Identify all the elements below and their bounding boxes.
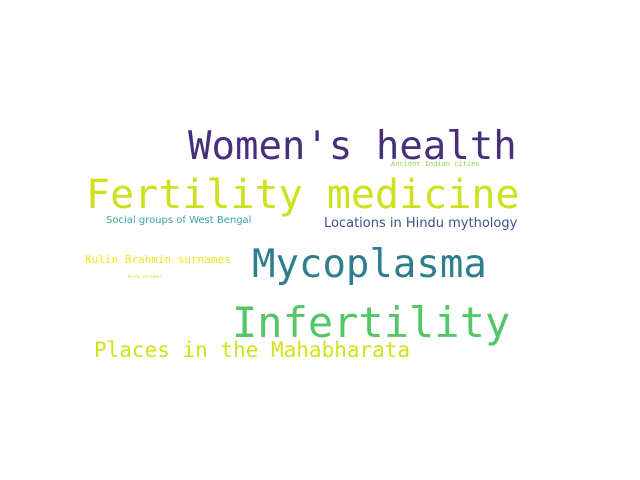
word-locations-in-hindu-mythology: Locations in Hindu mythology (324, 216, 518, 231)
word-mycoplasma: Mycoplasma (252, 242, 487, 287)
word-kulin-brahmin-surnames: Kulin Brahmin surnames (85, 253, 231, 266)
word-hindu-surnames: Hindu surnames (128, 274, 162, 279)
word-ancient-indian-cities: Ancient Indian cities (391, 160, 480, 168)
word-fertility-medicine: Fertility medicine (86, 172, 520, 218)
word-infertility: Infertility (232, 298, 511, 347)
word-places-in-the-mahabharata: Places in the Mahabharata (94, 338, 411, 362)
word-social-groups-of-west-bengal: Social groups of West Bengal (106, 215, 252, 226)
word-womens-health: Women's health (188, 124, 517, 169)
